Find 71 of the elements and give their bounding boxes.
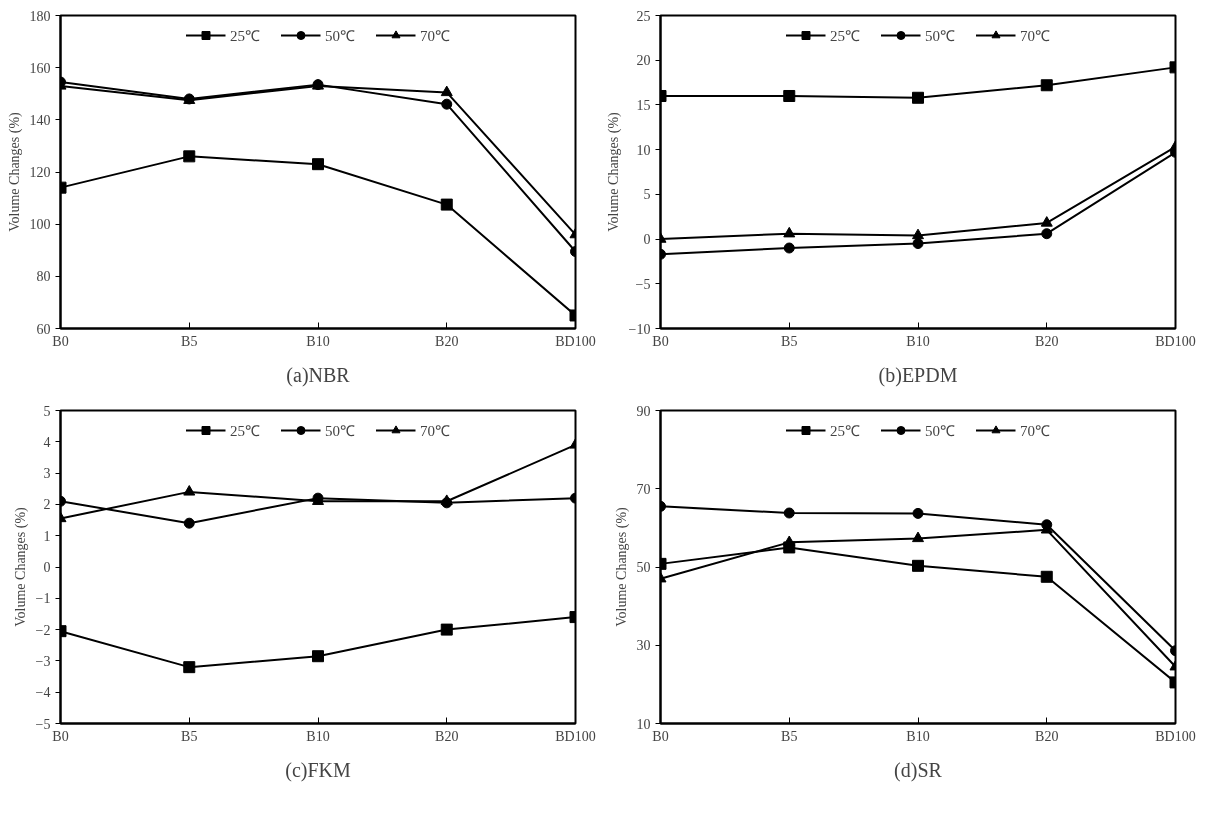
- y-tick-label: −2: [35, 622, 51, 638]
- x-tick-label: BD100: [555, 333, 596, 349]
- y-tick-label: −4: [35, 685, 51, 701]
- y-tick-label: 60: [36, 321, 51, 337]
- y-tick-label: 0: [43, 560, 51, 575]
- y-tick-label: 70: [636, 481, 651, 497]
- y-tick-label: −5: [635, 276, 651, 292]
- y-tick-label: 120: [29, 165, 51, 180]
- y-tick-label: 15: [636, 97, 651, 113]
- y-tick-label: 10: [636, 142, 651, 158]
- y-tick-label: 180: [29, 8, 51, 24]
- y-tick-label: 160: [29, 60, 51, 76]
- legend-label: 50℃: [325, 27, 355, 45]
- x-tick-label: B5: [781, 728, 798, 744]
- y-axis-title: Volume Changes (%): [12, 506, 29, 627]
- x-tick-label: B5: [181, 333, 198, 349]
- legend-label: 70℃: [420, 422, 450, 440]
- y-tick-label: 140: [29, 112, 51, 128]
- y-tick-label: 30: [636, 638, 651, 654]
- y-tick-label: −5: [35, 716, 51, 732]
- x-tick-label: B5: [781, 333, 798, 349]
- x-tick-label: B0: [52, 728, 69, 744]
- legend-label: 70℃: [420, 27, 450, 45]
- legend-label: 25℃: [830, 27, 860, 45]
- legend-label: 50℃: [325, 422, 355, 440]
- x-tick-label: BD100: [1155, 728, 1196, 744]
- y-tick-label: 0: [643, 232, 651, 248]
- x-tick-label: B5: [181, 728, 198, 744]
- y-axis-title: Volume Changes (%): [613, 506, 630, 627]
- y-tick-label: 100: [29, 217, 51, 233]
- y-tick-label: 1: [43, 528, 51, 544]
- x-tick-label: BD100: [1155, 333, 1196, 349]
- legend-label: 25℃: [230, 27, 260, 45]
- y-tick-label: 2: [43, 497, 51, 513]
- text: (c)FKM: [285, 758, 351, 782]
- text: (b)EPDM: [878, 363, 958, 387]
- x-tick-label: B10: [906, 333, 930, 349]
- y-tick-label: 4: [43, 434, 51, 450]
- legend-label: 25℃: [230, 422, 260, 440]
- y-tick-label: 10: [636, 716, 651, 732]
- y-tick-label: 3: [43, 466, 51, 482]
- x-tick-label: BD100: [555, 728, 596, 744]
- y-tick-label: 5: [43, 403, 51, 419]
- y-axis-title: Volume Changes (%): [6, 111, 23, 232]
- y-tick-label: 50: [636, 560, 651, 575]
- x-tick-label: B20: [1035, 728, 1059, 744]
- y-tick-label: −3: [35, 653, 51, 669]
- x-tick-label: B0: [52, 333, 69, 349]
- x-tick-label: B20: [1035, 333, 1059, 349]
- legend-label: 50℃: [925, 27, 955, 45]
- x-tick-label: B20: [435, 728, 459, 744]
- y-tick-label: 80: [36, 269, 51, 285]
- y-tick-label: −1: [35, 591, 51, 607]
- y-tick-label: 25: [636, 8, 651, 24]
- legend-label: 70℃: [1020, 27, 1050, 45]
- legend-label: 50℃: [925, 422, 955, 440]
- y-tick-label: 20: [636, 53, 651, 69]
- x-tick-label: B0: [652, 728, 669, 744]
- x-tick-label: B10: [906, 728, 930, 744]
- legend-label: 25℃: [830, 422, 860, 440]
- y-axis-title: Volume Changes (%): [605, 111, 622, 232]
- y-tick-label: −10: [628, 321, 651, 337]
- text: (a)NBR: [286, 363, 351, 387]
- legend-label: 70℃: [1020, 422, 1050, 440]
- x-tick-label: B20: [435, 333, 459, 349]
- text: (d)SR: [894, 758, 943, 782]
- y-tick-label: 90: [636, 403, 651, 419]
- x-tick-label: B0: [652, 333, 669, 349]
- x-tick-label: B10: [306, 333, 330, 349]
- y-tick-label: 5: [643, 187, 651, 203]
- x-tick-label: B10: [306, 728, 330, 744]
